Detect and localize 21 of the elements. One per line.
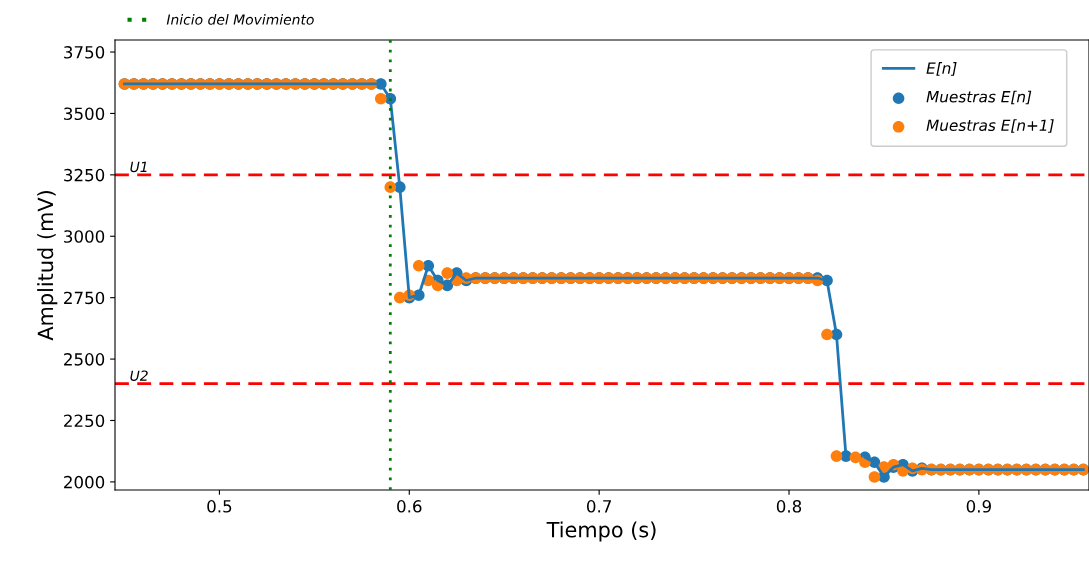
y-axis-title: Amplitud (mV) bbox=[37, 191, 58, 341]
ref-line-label: U2 bbox=[130, 370, 148, 381]
legend-label: Inicio del Movimiento bbox=[166, 14, 314, 25]
x-tick-label: 0.8 bbox=[776, 500, 802, 513]
y-tick-label: 2250 bbox=[64, 414, 105, 428]
x-tick-label: 0.7 bbox=[587, 500, 611, 513]
legend-label: Muestras E[n+1] bbox=[926, 119, 1054, 133]
y-tick-label: 3750 bbox=[64, 46, 105, 59]
ref-line-label: U1 bbox=[130, 161, 147, 173]
y-tick-label: 2000 bbox=[64, 475, 105, 489]
x-axis-title: Tiempo (s) bbox=[546, 521, 656, 542]
y-tick-label: 2500 bbox=[64, 353, 105, 366]
x-tick-label: 0.5 bbox=[207, 500, 232, 513]
legend-label: Muestras E[n] bbox=[926, 90, 1032, 105]
y-tick-label: 3250 bbox=[64, 168, 105, 182]
y-tick-label: 2750 bbox=[64, 291, 105, 305]
y-tick-label: 3000 bbox=[64, 230, 105, 243]
x-tick-label: 0.6 bbox=[397, 500, 422, 513]
legend-label: E[n] bbox=[926, 62, 957, 76]
y-tick-label: 3500 bbox=[64, 107, 105, 121]
x-tick-label: 0.9 bbox=[966, 500, 991, 513]
